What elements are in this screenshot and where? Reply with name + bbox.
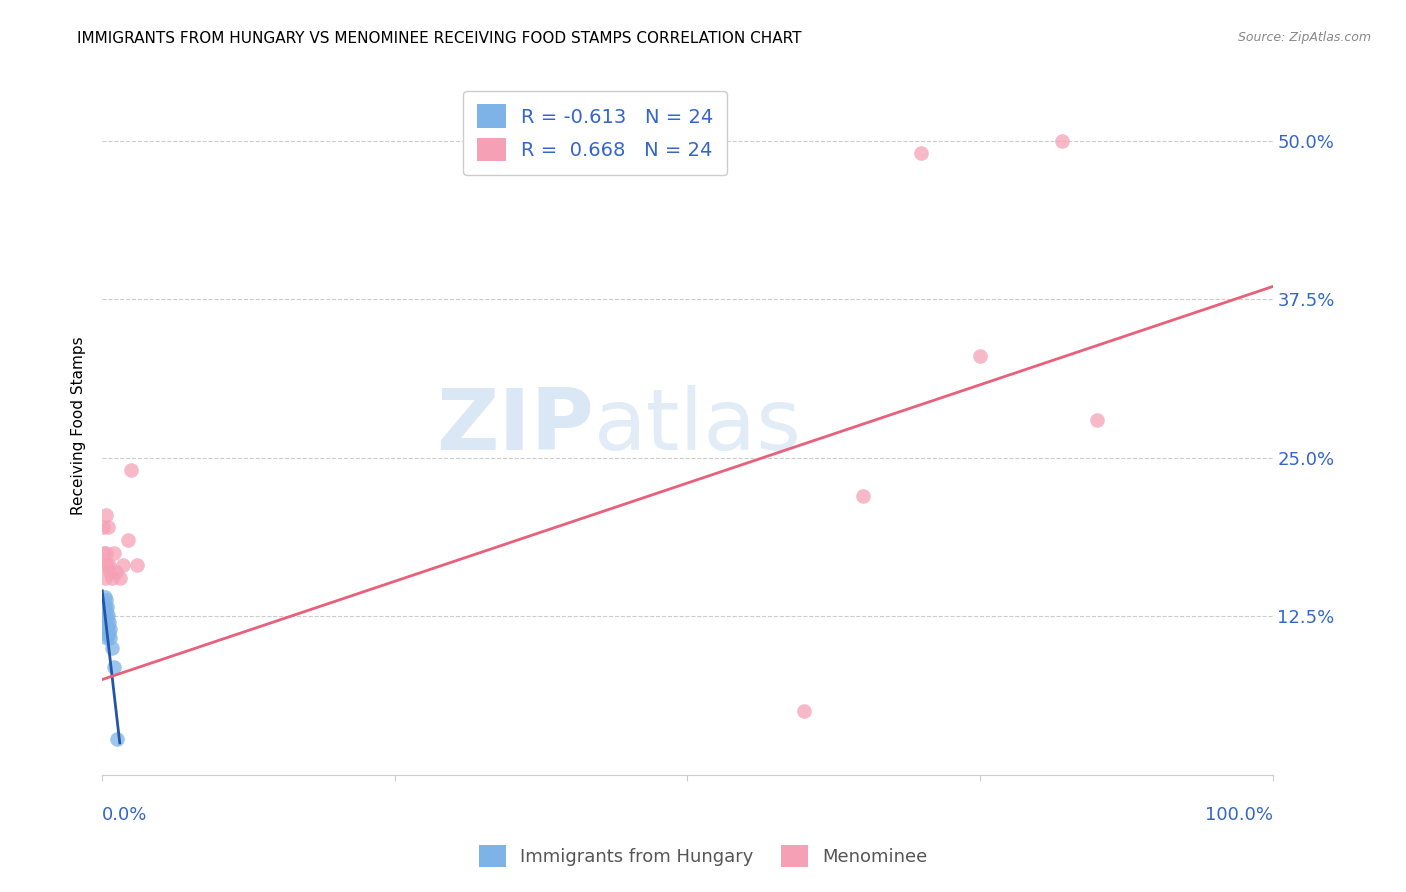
Point xyxy=(93,599,115,613)
Point xyxy=(93,605,115,619)
Point xyxy=(100,622,122,636)
Point xyxy=(94,546,117,560)
Point xyxy=(910,146,932,161)
Point xyxy=(98,615,121,630)
Point xyxy=(94,592,117,607)
Point xyxy=(93,609,115,624)
Point xyxy=(93,590,115,604)
Point xyxy=(852,489,875,503)
Point xyxy=(94,508,117,522)
Legend: Immigrants from Hungary, Menominee: Immigrants from Hungary, Menominee xyxy=(471,838,935,874)
Point xyxy=(93,546,115,560)
Point xyxy=(103,546,125,560)
Point xyxy=(97,520,120,534)
Point xyxy=(127,558,149,573)
Point xyxy=(117,533,139,547)
Point xyxy=(98,625,121,640)
Point xyxy=(1085,412,1108,426)
Point xyxy=(94,603,117,617)
Point xyxy=(112,558,135,573)
Point xyxy=(94,613,117,627)
Point xyxy=(93,597,115,611)
Point xyxy=(93,558,115,573)
Point xyxy=(1050,134,1073,148)
Point xyxy=(93,571,115,585)
Point xyxy=(105,565,128,579)
Point xyxy=(96,600,118,615)
Point xyxy=(793,704,815,718)
Y-axis label: Receiving Food Stamps: Receiving Food Stamps xyxy=(72,336,86,516)
Point xyxy=(103,660,125,674)
Text: Source: ZipAtlas.com: Source: ZipAtlas.com xyxy=(1237,31,1371,45)
Legend: R = -0.613   N = 24, R =  0.668   N = 24: R = -0.613 N = 24, R = 0.668 N = 24 xyxy=(463,91,727,175)
Point xyxy=(100,640,122,655)
Text: IMMIGRANTS FROM HUNGARY VS MENOMINEE RECEIVING FOOD STAMPS CORRELATION CHART: IMMIGRANTS FROM HUNGARY VS MENOMINEE REC… xyxy=(77,31,801,46)
Point xyxy=(96,631,118,645)
Point xyxy=(94,622,117,636)
Text: 100.0%: 100.0% xyxy=(1205,806,1272,824)
Point xyxy=(97,618,120,632)
Point xyxy=(121,463,143,477)
Point xyxy=(98,558,121,573)
Point xyxy=(100,631,122,645)
Point xyxy=(93,520,115,534)
Text: 0.0%: 0.0% xyxy=(103,806,148,824)
Point xyxy=(96,621,118,635)
Point xyxy=(969,349,991,363)
Point xyxy=(96,610,118,624)
Point xyxy=(100,565,122,579)
Point xyxy=(97,607,120,622)
Text: atlas: atlas xyxy=(593,384,801,467)
Point xyxy=(97,628,120,642)
Point xyxy=(107,732,129,747)
Point xyxy=(93,618,115,632)
Point xyxy=(96,558,118,573)
Point xyxy=(100,571,122,585)
Text: ZIP: ZIP xyxy=(436,384,593,467)
Point xyxy=(108,571,131,585)
